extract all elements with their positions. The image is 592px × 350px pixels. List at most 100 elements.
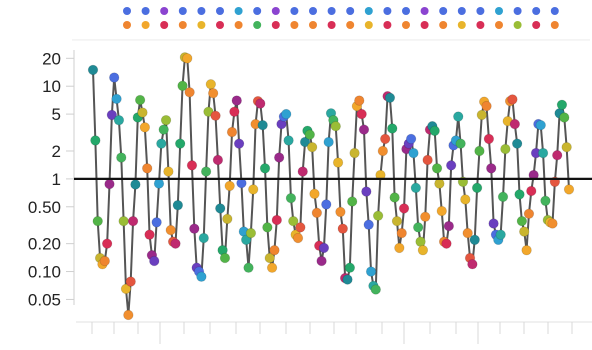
data-point — [379, 133, 391, 145]
top-fade-overlay — [0, 36, 592, 44]
data-point — [507, 94, 518, 105]
data-point — [245, 227, 257, 239]
data-point — [488, 218, 499, 229]
header-dot-top — [495, 7, 503, 15]
data-point — [335, 206, 346, 218]
data-point — [445, 160, 457, 171]
data-point — [160, 114, 172, 126]
data-point — [271, 214, 283, 226]
y-tick-label: 0.05 — [28, 290, 61, 309]
data-point — [231, 95, 242, 106]
data-point — [431, 163, 443, 174]
data-point — [391, 215, 403, 227]
data-point — [363, 219, 374, 230]
data-point — [99, 255, 110, 267]
data-point — [184, 87, 195, 98]
data-point — [156, 138, 167, 149]
data-point — [561, 141, 572, 153]
header-dot-bottom — [402, 21, 410, 29]
data-point — [398, 203, 410, 214]
header-dot-top — [327, 7, 336, 15]
data-point — [415, 236, 426, 247]
data-point — [158, 124, 169, 135]
y-tick-label: 5 — [52, 105, 61, 124]
header-dot-bottom — [141, 21, 150, 29]
header-dot-top — [513, 7, 522, 15]
data-point — [486, 163, 497, 174]
data-point — [323, 136, 334, 148]
data-point — [311, 207, 323, 219]
data-point — [151, 217, 162, 228]
data-point — [332, 157, 344, 168]
header-dot-bottom — [123, 21, 131, 29]
data-point — [165, 224, 176, 236]
header-dot-top — [532, 7, 541, 15]
data-point — [526, 185, 537, 197]
data-point — [410, 182, 422, 194]
header-dot-bottom — [346, 21, 355, 29]
data-point — [269, 244, 280, 256]
header-dot-bottom — [495, 21, 503, 29]
data-point — [358, 124, 370, 135]
data-point — [474, 145, 485, 157]
data-point — [372, 210, 384, 221]
data-point — [292, 232, 304, 244]
header-dot-bottom — [457, 21, 466, 29]
data-point — [210, 110, 221, 121]
data-point — [153, 178, 165, 189]
data-point — [116, 152, 127, 163]
data-point — [149, 255, 160, 267]
data-point — [441, 238, 452, 249]
header-dot-bottom — [253, 21, 262, 29]
data-point — [233, 138, 245, 149]
data-point — [106, 109, 118, 121]
data-point — [186, 160, 198, 171]
data-point — [514, 189, 525, 200]
header-dot-top — [123, 7, 131, 15]
data-point — [219, 252, 231, 264]
header-dot-top — [160, 7, 169, 15]
data-point — [123, 309, 134, 321]
data-point — [535, 119, 546, 131]
header-dot-bottom — [290, 21, 299, 29]
header-dot-top — [420, 7, 429, 15]
header-dot-top — [364, 7, 373, 15]
data-point — [281, 108, 292, 120]
data-point — [471, 182, 483, 194]
header-dot-top — [402, 7, 410, 15]
x-axis — [76, 321, 592, 344]
data-point — [389, 192, 400, 203]
data-point — [90, 135, 101, 146]
data-point — [130, 179, 141, 190]
data-point — [417, 244, 429, 256]
data-point — [497, 191, 509, 203]
data-point — [384, 92, 396, 103]
header-dot-bottom — [364, 21, 373, 29]
data-point — [500, 143, 511, 155]
header-dot-top — [290, 7, 299, 15]
data-point — [467, 259, 478, 270]
data-point — [196, 271, 207, 282]
data-point — [537, 147, 549, 159]
data-point — [137, 107, 148, 118]
data-point — [370, 284, 381, 295]
data-point — [387, 123, 398, 134]
data-point — [436, 205, 447, 217]
header-dot-bottom — [327, 21, 336, 29]
data-point — [483, 133, 495, 145]
header-dot-bottom — [420, 21, 429, 29]
data-point — [309, 188, 320, 200]
data-point — [552, 150, 563, 161]
data-point — [377, 145, 389, 157]
data-point — [222, 213, 233, 225]
data-point — [349, 147, 360, 159]
data-point — [163, 166, 174, 177]
data-point — [229, 106, 240, 117]
data-point — [299, 136, 311, 148]
header-dot-bottom — [513, 21, 522, 29]
header-dot-top — [476, 7, 485, 15]
data-point — [453, 111, 464, 122]
data-point — [521, 244, 532, 256]
